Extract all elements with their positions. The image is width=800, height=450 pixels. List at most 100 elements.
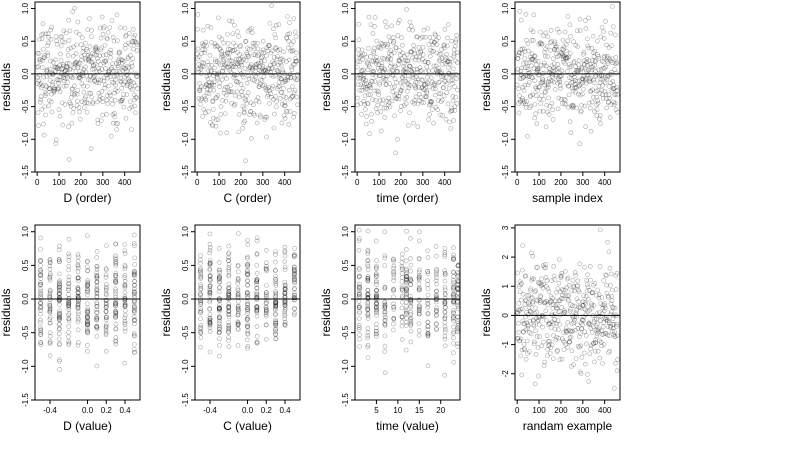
- point: [254, 120, 260, 126]
- point: [445, 22, 451, 27]
- point: [612, 386, 617, 391]
- point: [531, 322, 537, 328]
- point: [610, 86, 616, 91]
- point: [116, 50, 122, 56]
- point: [54, 64, 59, 70]
- point: [48, 99, 54, 105]
- point: [417, 267, 422, 273]
- point: [579, 65, 585, 71]
- point: [103, 309, 109, 314]
- point: [216, 273, 222, 279]
- point: [408, 294, 413, 299]
- point: [542, 82, 548, 88]
- point: [268, 50, 274, 56]
- x-axis-title-c-order: C (order): [223, 191, 271, 205]
- point: [614, 85, 620, 90]
- point: [400, 74, 406, 80]
- point: [258, 60, 264, 66]
- point: [535, 345, 541, 350]
- point: [276, 80, 282, 85]
- point: [84, 47, 89, 52]
- point: [75, 301, 81, 306]
- point: [402, 96, 408, 101]
- point: [373, 279, 379, 285]
- point: [56, 322, 62, 328]
- point: [288, 74, 294, 80]
- point: [589, 99, 595, 105]
- x-tick-label: 0.0: [82, 406, 94, 415]
- point: [401, 103, 407, 108]
- point: [573, 311, 579, 317]
- point: [408, 49, 414, 55]
- point: [609, 43, 614, 48]
- point: [35, 110, 41, 115]
- point: [80, 49, 86, 54]
- point: [440, 113, 445, 118]
- point: [442, 271, 448, 276]
- point: [401, 60, 407, 66]
- point: [447, 109, 453, 115]
- point: [236, 269, 241, 275]
- x-tick-label: 300: [576, 178, 590, 187]
- point: [56, 312, 62, 317]
- point: [373, 97, 378, 103]
- point: [226, 285, 231, 291]
- point: [355, 102, 360, 108]
- point: [564, 55, 569, 60]
- point: [220, 57, 226, 62]
- point: [379, 55, 385, 61]
- point: [546, 341, 552, 347]
- point: [583, 312, 589, 317]
- point: [56, 336, 62, 342]
- point: [520, 267, 525, 273]
- point: [57, 359, 62, 364]
- point: [387, 50, 392, 55]
- y-axis-title-d-value: residuals: [0, 288, 13, 336]
- point: [557, 70, 563, 76]
- panel-d-order: 0 100 200 300 400-1.5-1.0-0.50.00.51.0D (ord…: [0, 1, 141, 205]
- point: [400, 288, 405, 293]
- point: [523, 314, 528, 320]
- point: [289, 64, 294, 70]
- point: [113, 303, 118, 309]
- point: [60, 66, 65, 71]
- point: [450, 318, 456, 324]
- x-tick-label: 100: [212, 178, 226, 187]
- point: [429, 79, 435, 85]
- point: [381, 77, 387, 83]
- point: [356, 305, 362, 310]
- point: [365, 251, 371, 257]
- point: [113, 300, 118, 306]
- point: [101, 25, 106, 31]
- point: [589, 290, 595, 296]
- point: [400, 293, 405, 299]
- point: [545, 302, 551, 308]
- point: [245, 304, 251, 310]
- point: [611, 86, 616, 92]
- point: [57, 311, 62, 316]
- point: [595, 287, 600, 293]
- point: [408, 316, 413, 322]
- point: [294, 58, 300, 64]
- point: [364, 54, 370, 60]
- point: [360, 57, 365, 62]
- point: [233, 59, 239, 65]
- point: [606, 295, 611, 300]
- point: [442, 254, 448, 259]
- point: [49, 24, 54, 30]
- point: [399, 279, 405, 284]
- point: [442, 61, 448, 66]
- point: [252, 52, 258, 58]
- point: [273, 331, 278, 337]
- point: [67, 100, 72, 105]
- point: [561, 44, 567, 50]
- point: [590, 290, 595, 295]
- point: [66, 251, 71, 257]
- point: [400, 50, 405, 56]
- point: [106, 70, 112, 76]
- point: [66, 300, 71, 305]
- point: [543, 308, 549, 314]
- point: [273, 45, 279, 50]
- point: [586, 321, 591, 327]
- point: [525, 351, 530, 356]
